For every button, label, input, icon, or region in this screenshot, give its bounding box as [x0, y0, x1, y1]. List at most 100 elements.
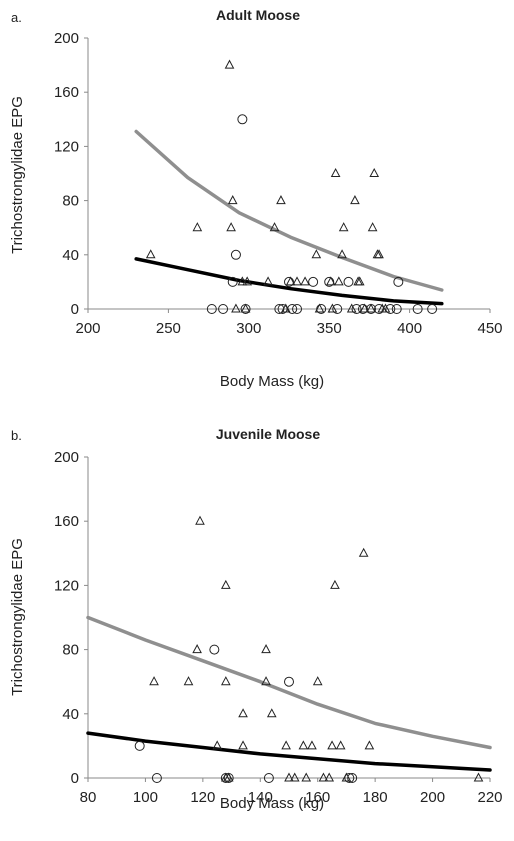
circle-point — [292, 304, 303, 314]
circle-point — [237, 114, 248, 125]
x-tick-label: 450 — [477, 320, 502, 337]
triangle-point — [369, 167, 380, 177]
triangle-point — [473, 772, 484, 782]
triangle-point — [231, 303, 241, 313]
circle-point — [274, 304, 285, 314]
triangle-point — [145, 249, 156, 259]
triangle-point — [195, 515, 205, 525]
triangle-point — [314, 303, 325, 313]
triangle-point — [335, 740, 346, 750]
x-axis-title-juvenile: Body Mass (kg) — [220, 795, 324, 812]
lower-fit-curve — [134, 257, 444, 306]
circle-point — [218, 304, 229, 314]
triangle-point — [307, 740, 317, 750]
y-tick-label: 40 — [62, 247, 79, 264]
circle-point — [374, 304, 385, 314]
y-axis-title-adult: Trichostrongylidae EPG — [9, 96, 26, 254]
panel-label-b: b. — [11, 428, 22, 443]
y-tick-label: 200 — [54, 30, 79, 47]
triangle-point — [374, 249, 384, 259]
triangle-point — [269, 222, 280, 232]
triangle-point — [183, 676, 194, 686]
triangle-point — [327, 303, 338, 313]
triangle-point — [292, 276, 302, 286]
triangle-point — [327, 740, 337, 750]
chart-title-juvenile: Juvenile Moose — [216, 426, 320, 442]
circle-point — [412, 304, 423, 314]
circle-point — [284, 676, 294, 687]
circle-point — [344, 773, 355, 783]
triangle-point — [237, 276, 248, 286]
triangle-point — [325, 276, 336, 286]
x-tick-label: 180 — [363, 789, 388, 806]
y-tick-label: 80 — [62, 642, 79, 659]
triangle-point — [289, 772, 300, 782]
x-tick-label: 80 — [80, 789, 97, 806]
y-tick-label: 160 — [54, 513, 79, 530]
fit-curves-adult — [134, 129, 444, 306]
triangle-point — [192, 222, 203, 232]
x-tick-label: 200 — [75, 320, 100, 337]
circle-point — [209, 644, 220, 655]
circle-point — [308, 276, 319, 287]
triangle-point — [346, 303, 357, 313]
circle-point — [332, 304, 343, 314]
triangle-point — [263, 276, 273, 286]
triangle-point — [318, 772, 329, 782]
triangle-point — [227, 195, 238, 205]
triangle-point — [261, 644, 271, 654]
triangle-point — [364, 740, 375, 750]
triangle-point — [242, 276, 253, 286]
triangle-point — [192, 644, 202, 654]
triangle-point — [238, 740, 248, 750]
x-tick-label: 400 — [397, 320, 422, 337]
triangle-point — [220, 676, 231, 686]
triangle-point — [300, 276, 310, 286]
circle-point — [230, 249, 241, 260]
x-tick-label: 160 — [305, 789, 330, 806]
circle-point — [385, 304, 396, 314]
triangle-point — [220, 579, 231, 589]
triangle-point — [358, 547, 369, 557]
circle-point — [220, 773, 231, 783]
circle-point — [366, 304, 377, 314]
x-tick-label: 120 — [190, 789, 215, 806]
triangle-point — [350, 195, 360, 205]
axes-juvenile: 0 40 80 120 160 200 80 100 120 140 160 180 200 220 — [54, 449, 503, 806]
circle-point — [227, 276, 238, 287]
chart-title-adult: Adult Moose — [216, 7, 300, 23]
triangle-point — [298, 740, 309, 750]
circle-point — [357, 304, 368, 314]
circle-point — [393, 276, 404, 287]
data-points-juvenile — [134, 515, 484, 783]
circle-point — [391, 304, 402, 314]
x-tick-label: 300 — [236, 320, 261, 337]
triangle-point — [212, 740, 223, 750]
x-tick-label: 140 — [248, 789, 273, 806]
triangle-point — [311, 249, 322, 259]
y-tick-label: 0 — [71, 301, 79, 318]
y-tick-label: 200 — [54, 449, 79, 466]
juvenile-moose-panel: b. Juvenile Moose Trichostrongylidae EPG… — [9, 426, 503, 812]
circle-point — [284, 276, 294, 287]
circle-point — [151, 773, 162, 783]
y-axis-title-juvenile: Trichostrongylidae EPG — [9, 538, 26, 696]
y-tick-label: 120 — [54, 577, 79, 594]
panel-label-a: a. — [11, 10, 22, 25]
triangle-point — [281, 740, 291, 750]
y-tick-label: 40 — [62, 706, 79, 723]
triangle-point — [354, 276, 365, 286]
y-tick-label: 0 — [71, 770, 79, 787]
triangle-point — [338, 222, 349, 232]
triangle-point — [240, 303, 251, 313]
y-tick-label: 120 — [54, 138, 79, 155]
circle-point — [324, 276, 335, 287]
triangle-point — [284, 772, 294, 782]
x-tick-label: 200 — [420, 789, 445, 806]
triangle-point — [337, 249, 347, 259]
triangle-point — [330, 167, 341, 177]
data-points-adult — [145, 59, 438, 314]
triangle-point — [266, 708, 277, 718]
circle-point — [134, 740, 145, 751]
